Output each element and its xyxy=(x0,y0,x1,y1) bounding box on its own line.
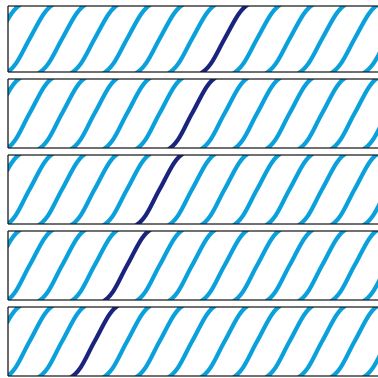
band-border xyxy=(7,306,378,377)
wave xyxy=(8,155,56,224)
wave xyxy=(361,51,378,72)
wave xyxy=(133,307,186,376)
wave xyxy=(8,79,23,98)
wave xyxy=(68,155,121,224)
wave xyxy=(296,307,348,376)
wave xyxy=(328,79,378,148)
band-4 xyxy=(7,230,378,301)
band-1 xyxy=(7,5,378,73)
highlight-wave xyxy=(101,231,153,300)
wave xyxy=(133,6,186,72)
wave xyxy=(101,6,153,72)
wave xyxy=(68,6,121,72)
wave xyxy=(8,6,56,72)
wave xyxy=(296,6,348,72)
wave xyxy=(328,231,378,300)
wave xyxy=(263,6,316,72)
highlight-wave xyxy=(198,6,251,72)
band-2 xyxy=(7,78,378,149)
wave xyxy=(68,231,121,300)
wave xyxy=(231,79,283,148)
highlight-wave xyxy=(166,79,218,148)
band-border xyxy=(7,230,378,301)
wave xyxy=(361,278,378,300)
wave xyxy=(166,231,218,300)
wave xyxy=(328,155,378,224)
wave xyxy=(166,307,218,376)
band-5 xyxy=(7,306,378,377)
wave xyxy=(166,155,218,224)
wave xyxy=(8,6,23,24)
wave xyxy=(263,79,316,148)
wave xyxy=(198,231,251,300)
wave xyxy=(36,79,88,148)
wave xyxy=(361,126,378,148)
band-border xyxy=(7,154,378,225)
wave xyxy=(296,231,348,300)
wave xyxy=(36,231,88,300)
highlight-wave xyxy=(133,155,186,224)
wave xyxy=(198,307,251,376)
wave xyxy=(8,231,23,250)
wave xyxy=(263,231,316,300)
wave xyxy=(8,155,23,174)
wave xyxy=(361,202,378,224)
wave xyxy=(36,307,88,376)
wave xyxy=(133,231,186,300)
wave xyxy=(231,307,283,376)
wave xyxy=(101,307,153,376)
wave xyxy=(101,155,153,224)
band-border xyxy=(7,5,378,73)
wave xyxy=(36,155,88,224)
wave xyxy=(231,6,283,72)
wave xyxy=(263,307,316,376)
wave xyxy=(8,79,56,148)
band-3 xyxy=(7,154,378,225)
wave xyxy=(328,6,378,72)
wave xyxy=(231,231,283,300)
highlight-wave xyxy=(68,307,121,376)
wave xyxy=(8,307,23,326)
wave xyxy=(133,79,186,148)
wave xyxy=(328,307,378,376)
wave xyxy=(296,79,348,148)
wave xyxy=(296,155,348,224)
wave xyxy=(198,155,251,224)
wave xyxy=(8,307,56,376)
wave xyxy=(68,79,121,148)
wave xyxy=(8,231,56,300)
wave xyxy=(166,6,218,72)
wave xyxy=(231,155,283,224)
wave xyxy=(36,6,88,72)
wave xyxy=(198,79,251,148)
band-border xyxy=(7,78,378,149)
wave xyxy=(361,354,378,376)
wave xyxy=(101,79,153,148)
wave xyxy=(263,155,316,224)
